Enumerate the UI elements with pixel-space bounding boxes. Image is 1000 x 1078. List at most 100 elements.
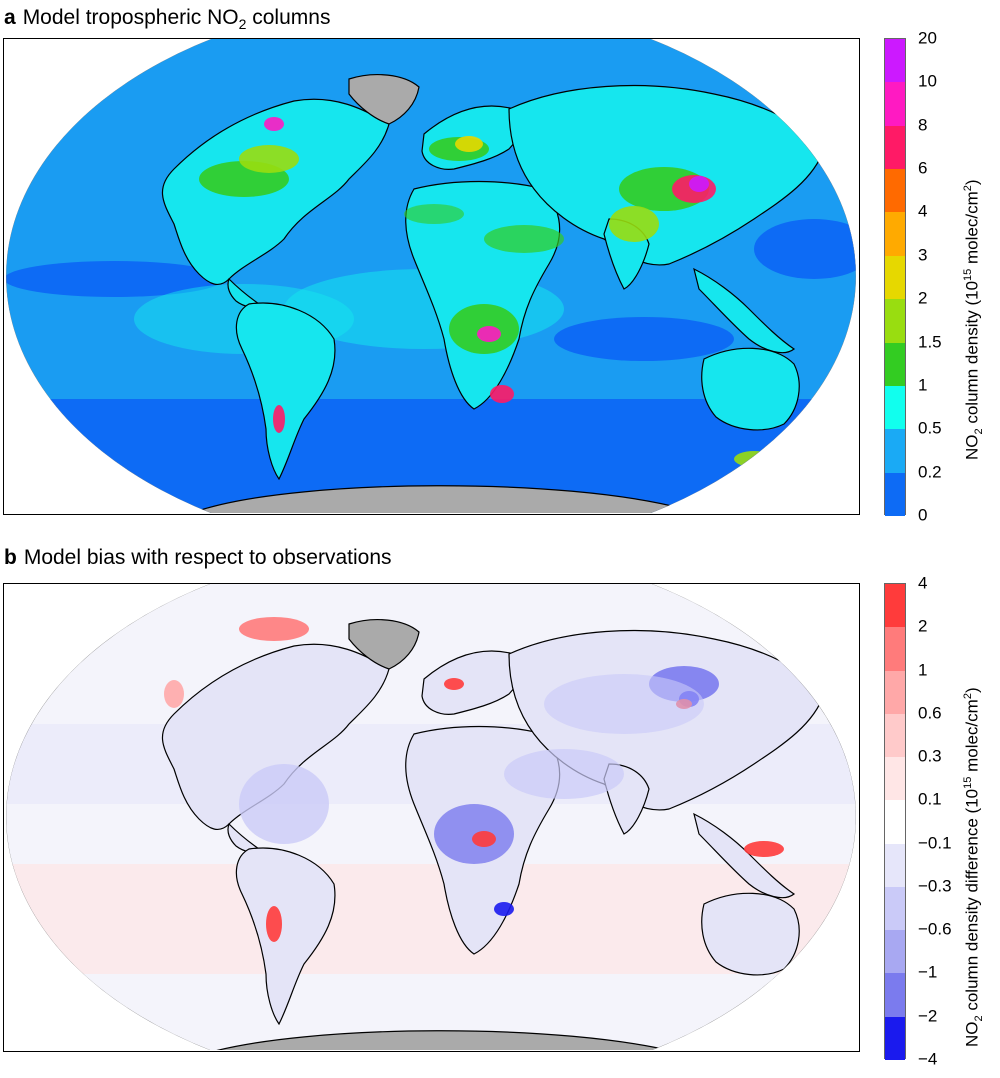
colorbar-b-tick-label: 2 bbox=[918, 616, 928, 636]
colorbar-b-tick-label: −4 bbox=[918, 1049, 938, 1069]
continent-northAmerica bbox=[161, 643, 390, 831]
colorbar-b-bin bbox=[885, 627, 905, 672]
continent-greenland bbox=[348, 74, 420, 125]
a-hotspot bbox=[264, 117, 284, 131]
colorbar-b-bin bbox=[885, 1016, 905, 1061]
panel-a-title: a Model tropospheric NO2 columns bbox=[4, 6, 330, 32]
colorbar-a-bin bbox=[885, 385, 905, 430]
colorbar-b-tick-label: 0.6 bbox=[918, 703, 942, 723]
a-hotspot bbox=[404, 204, 464, 224]
low-ocean-patch bbox=[6, 261, 224, 297]
colorbar-a bbox=[884, 38, 906, 517]
colorbar-a-bin bbox=[885, 299, 905, 344]
panel-a-title-text: Model tropospheric NO bbox=[22, 6, 239, 29]
colorbar-b-bin bbox=[885, 843, 905, 888]
b-hotspot bbox=[472, 831, 496, 847]
colorbar-a-bin bbox=[885, 169, 905, 213]
panel-b-letter: b bbox=[4, 546, 17, 569]
colorbar-b-tick-label: −1 bbox=[918, 962, 938, 982]
panel-b-title: b Model bias with respect to observations bbox=[4, 546, 392, 570]
b-hotspot bbox=[164, 680, 184, 708]
continent-antarctica bbox=[183, 1030, 705, 1050]
colorbar-a-bin bbox=[885, 212, 905, 257]
colorbar-b-bin bbox=[885, 713, 905, 758]
colorbar-a-bin bbox=[885, 125, 905, 170]
continent-australia bbox=[701, 347, 800, 431]
b-hotspot bbox=[544, 674, 704, 734]
a-hotspot bbox=[455, 136, 483, 152]
a-hotspot bbox=[273, 405, 285, 433]
colorbar-b-bin bbox=[885, 973, 905, 1018]
continent-greenland bbox=[348, 619, 420, 670]
colorbar-a-bin bbox=[885, 342, 905, 387]
a-hotspot bbox=[609, 206, 659, 242]
colorbar-b-tick-label: −0.3 bbox=[918, 876, 952, 896]
colorbar-a-tick-label: 6 bbox=[918, 158, 928, 178]
b-hotspot bbox=[494, 902, 514, 916]
colorbar-b-bin bbox=[885, 886, 905, 931]
map-svg-b bbox=[6, 584, 856, 1050]
colorbar-a-tick-label: 1 bbox=[918, 375, 928, 395]
colorbar-b-bin bbox=[885, 584, 905, 628]
a-hotspot bbox=[477, 326, 501, 342]
colorbar-a-tick-label: 0.5 bbox=[918, 418, 942, 438]
colorbar-b bbox=[884, 583, 906, 1061]
continent-seAsia bbox=[693, 267, 796, 354]
colorbar-b-tick-label: −2 bbox=[918, 1006, 938, 1026]
colorbar-a-bin bbox=[885, 255, 905, 300]
colorbar-a-tick-label: 20 bbox=[918, 28, 937, 48]
colorbar-b-tick-label: 0.1 bbox=[918, 789, 942, 809]
continent-australia bbox=[701, 892, 800, 976]
b-hotspot bbox=[434, 804, 514, 864]
b-hotspot bbox=[239, 617, 309, 641]
colorbar-b-tick-label: −0.1 bbox=[918, 833, 952, 853]
panel-b-title-text: Model bias with respect to observations bbox=[23, 546, 392, 569]
map-svg-a bbox=[6, 39, 856, 513]
colorbar-b-bin bbox=[885, 930, 905, 974]
colorbar-a-tick-label: 10 bbox=[918, 71, 937, 91]
colorbar-a-bin bbox=[885, 429, 905, 474]
colorbar-b-tick-label: 1 bbox=[918, 660, 928, 680]
colorbar-a-tick-label: 8 bbox=[918, 115, 928, 135]
a-hotspot bbox=[484, 225, 564, 253]
continent-southAmerica bbox=[235, 302, 336, 481]
colorbar-a-tick-label: 3 bbox=[918, 245, 928, 265]
map-b bbox=[3, 583, 860, 1052]
a-hotspot bbox=[239, 145, 299, 173]
map-a bbox=[3, 38, 860, 515]
continent-northAmerica bbox=[161, 98, 390, 286]
colorbar-b-tick-label: 4 bbox=[918, 573, 928, 593]
colorbar-b-bin bbox=[885, 800, 905, 845]
b-hotspot bbox=[266, 906, 282, 942]
colorbar-a-tick-label: 0.2 bbox=[918, 462, 942, 482]
b-hotspot bbox=[744, 841, 784, 857]
b-hotspot bbox=[239, 764, 329, 844]
colorbar-a-label: NO2 column density (1015 molec/cm2) bbox=[962, 179, 986, 460]
colorbar-a-tick-label: 4 bbox=[918, 201, 928, 221]
low-ocean-patch bbox=[754, 219, 856, 279]
colorbar-a-bin bbox=[885, 82, 905, 127]
continent-southAmerica bbox=[235, 847, 336, 1026]
colorbar-a-tick-label: 0 bbox=[918, 505, 928, 525]
colorbar-b-label: NO2 column density difference (1015 mole… bbox=[962, 687, 986, 1047]
panel-a-title-sub: 2 bbox=[238, 16, 247, 33]
hotspots bbox=[164, 617, 784, 942]
b-hotspot bbox=[504, 749, 624, 799]
panel-a-title-tail: columns bbox=[246, 6, 331, 29]
colorbar-b-tick-label: −0.6 bbox=[918, 919, 952, 939]
colorbar-a-tick-label: 1.5 bbox=[918, 332, 942, 352]
colorbar-b-bin bbox=[885, 670, 905, 715]
colorbar-a-bin bbox=[885, 39, 905, 83]
colorbar-a-bin bbox=[885, 472, 905, 517]
continent-europe bbox=[421, 650, 521, 715]
a-hotspot bbox=[490, 385, 514, 403]
colorbar-b-tick-label: 0.3 bbox=[918, 746, 942, 766]
a-hotspot bbox=[734, 451, 774, 467]
colorbar-a-tick-label: 2 bbox=[918, 288, 928, 308]
continent-seAsia bbox=[693, 812, 796, 899]
colorbar-b-bin bbox=[885, 757, 905, 801]
a-hotspot bbox=[689, 176, 709, 192]
b-hotspot bbox=[444, 678, 464, 690]
panel-a-letter: a bbox=[4, 6, 16, 29]
low-ocean-patch bbox=[554, 317, 734, 361]
